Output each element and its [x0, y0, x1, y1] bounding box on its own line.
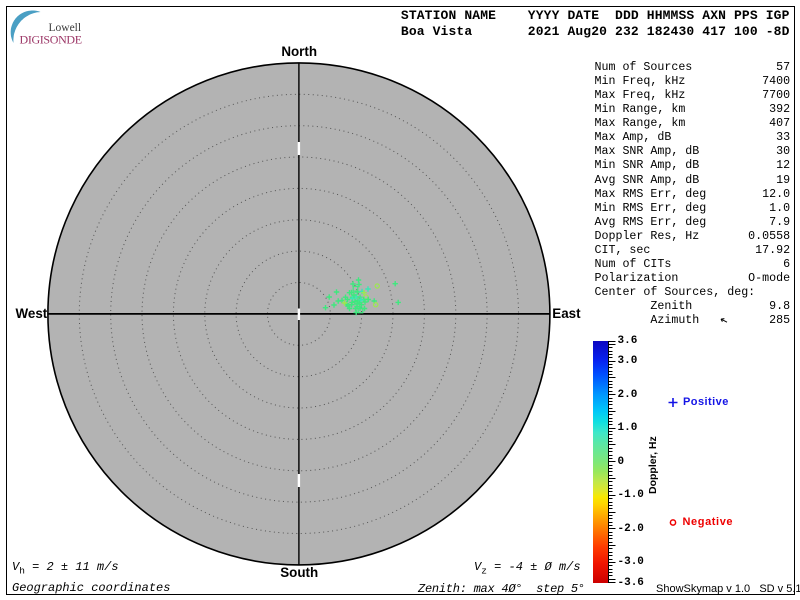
svg-text:DIGISONDE: DIGISONDE: [20, 33, 82, 47]
svg-text:Lowell: Lowell: [49, 22, 82, 34]
